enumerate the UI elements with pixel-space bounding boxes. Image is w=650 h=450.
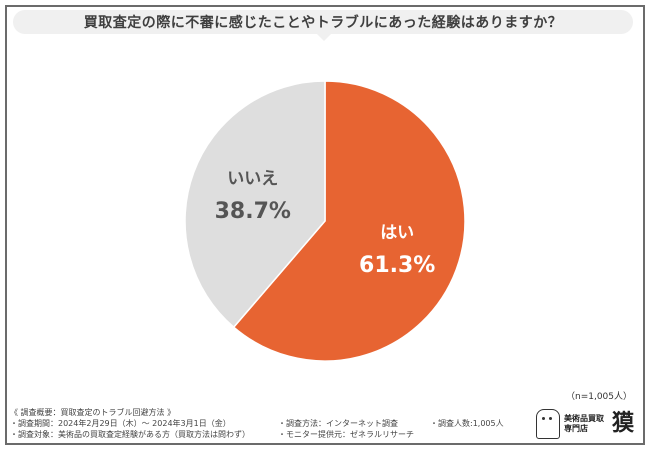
brand-mark-char: 獏 [612,411,635,436]
tapir-face-icon [536,409,560,439]
brand-logo: 美術品買取 専門店 バク 獏 [536,406,644,442]
brand-line1: 美術品買取 [564,414,604,423]
brand-mark: バク 獏 [612,411,635,436]
chart-title: 買取査定の際に不審に感じたことやトラブルにあった経験はありますか？ [83,15,563,31]
title-banner: 買取査定の際に不審に感じたことやトラブルにあった経験はありますか？ [13,10,633,34]
pie-slice-0 [232,80,466,362]
survey-overview: 《 調査概要：買取査定のトラブル回避方法 》 [10,408,176,417]
survey-count: ・調査人数:1,005人 [430,419,504,428]
survey-footer: 《 調査概要：買取査定のトラブル回避方法 》 ・調査期間：2024年2月29日（… [10,408,530,444]
survey-method: ・調査方法：インターネット調査 [278,419,398,428]
survey-monitor: ・モニター提供元：ゼネラルリサーチ [278,430,414,439]
slice-value-1: 38.7% [215,199,291,224]
slice-value-0: 61.3% [359,253,435,278]
slice-label-0: はい [380,223,414,243]
sample-size: （n=1,005人） [565,392,632,402]
survey-target: ・調査対象：美術品の買取査定経験がある方（買取方法は問わず） [10,430,250,439]
brand-line2: 専門店 [564,424,588,433]
slice-label-1: いいえ [227,169,278,189]
title-pointer [317,34,331,41]
brand-mark-ruby: バク [617,412,630,419]
pie-slice-1 [184,80,326,329]
brand-name: 美術品買取 専門店 [564,414,612,434]
survey-period: ・調査期間：2024年2月29日（木）～ 2024年3月1日（金） [10,419,231,428]
